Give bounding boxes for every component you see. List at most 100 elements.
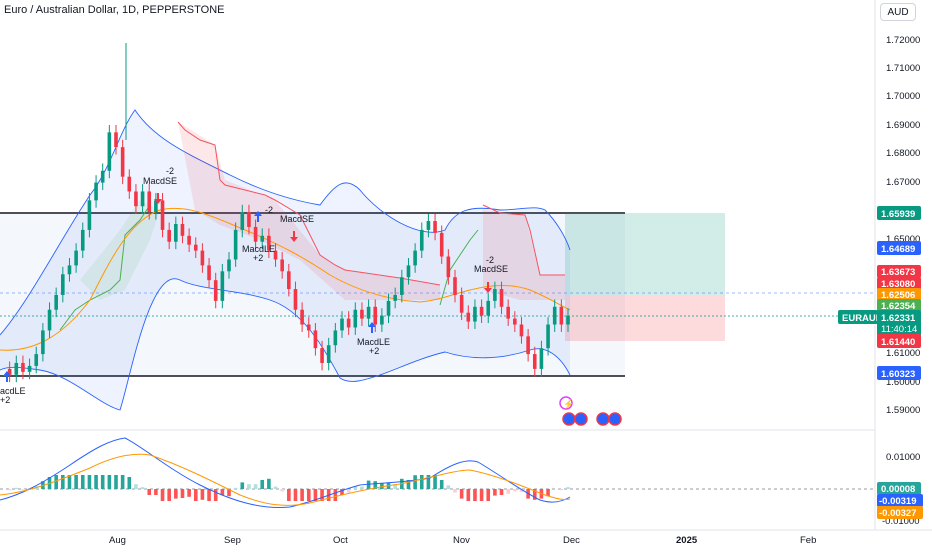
strategy-label: MacdLE <box>357 337 390 347</box>
macd-histogram-bar <box>253 484 258 489</box>
candle-body <box>566 315 570 325</box>
macd-histogram-bar <box>273 486 278 489</box>
macd-histogram-bar <box>466 489 471 501</box>
strategy-label: +2 <box>0 395 10 405</box>
macd-tick: -0.01000 <box>882 516 920 527</box>
candle-body <box>486 300 491 316</box>
candle-body <box>539 348 544 369</box>
time-axis[interactable]: Aug Sep Oct Nov Dec 2025 Feb <box>109 535 816 546</box>
candle-body <box>546 324 550 349</box>
candle-body <box>114 132 118 148</box>
macd-histogram-bar <box>333 489 338 501</box>
macd-histogram-bar <box>247 484 251 489</box>
price-label-ma-green: 1.62354 <box>881 301 916 312</box>
price-label-target: 1.61440 <box>881 337 915 348</box>
macd-histogram-bar <box>74 475 78 489</box>
candle-body <box>134 191 138 207</box>
time-tick: Sep <box>224 535 241 546</box>
time-tick: Dec <box>563 535 580 546</box>
target-zone[interactable] <box>565 213 725 295</box>
macd-histogram-bar <box>479 489 484 501</box>
macd-histogram-bar <box>532 489 537 500</box>
macd-histogram-bar <box>260 480 265 489</box>
candle-body <box>260 235 265 242</box>
macd-histogram-bar <box>67 475 72 489</box>
candle-body <box>313 330 318 349</box>
macd-histogram-bar <box>193 489 198 501</box>
macd-histogram-bar <box>154 489 158 495</box>
candle-body <box>499 289 504 307</box>
candle-body <box>233 229 238 260</box>
macd-histogram-bar <box>353 486 358 489</box>
candle-body <box>346 318 351 328</box>
strategy-label: -2 <box>166 166 174 176</box>
macd-histogram-bar <box>313 489 318 501</box>
red-cloud-2 <box>483 210 565 300</box>
time-tick: Oct <box>333 535 348 546</box>
candle-body <box>340 318 344 331</box>
candle-body <box>34 354 39 366</box>
macd-histogram-bar <box>233 487 238 489</box>
macd-histogram-bar <box>14 487 19 489</box>
event-icons[interactable]: ⚡ <box>559 396 622 426</box>
currency-button[interactable]: AUD <box>880 3 916 21</box>
macd-histogram-bar <box>61 475 65 489</box>
macd-histogram-bar <box>127 477 132 489</box>
candle-body <box>473 306 477 322</box>
candle-body <box>213 280 218 301</box>
macd-panel <box>0 437 875 509</box>
macd-histogram-bar <box>499 489 504 495</box>
candle-body <box>360 309 364 319</box>
symbol-tag: EURAUD <box>842 313 883 324</box>
candle-body <box>200 250 205 266</box>
macd-histogram-bar <box>493 489 497 496</box>
strategy-label: MacdSE <box>280 214 314 224</box>
price-label-top: 1.65939 <box>881 209 915 220</box>
macd-histogram-bar <box>187 489 191 497</box>
macd-histogram-bar <box>419 475 424 489</box>
macd-histogram-bar <box>147 489 152 495</box>
macd-histogram-bar <box>120 475 125 489</box>
candle-body <box>386 300 391 316</box>
green-cloud <box>80 200 160 300</box>
macd-histogram-bar <box>373 481 378 489</box>
candle-body <box>240 212 245 230</box>
macd-axis[interactable]: 0.01000 -0.01000 0.00008 -0.00319 -0.003… <box>877 452 923 527</box>
macd-histogram-bar <box>446 485 451 489</box>
candle-body <box>120 147 125 177</box>
macd-histogram-bar <box>413 475 417 489</box>
candle-body <box>413 250 417 266</box>
macd-histogram-bar <box>306 489 311 501</box>
time-tick: Feb <box>800 535 816 546</box>
macd-histogram-bar <box>213 489 218 501</box>
candle-body <box>373 306 378 325</box>
macd-histogram-bar <box>174 489 178 499</box>
macd-histogram-bar <box>200 489 205 500</box>
candle-body <box>147 191 152 213</box>
price-axis[interactable]: 1.72000 1.71000 1.70000 1.69000 1.68000 … <box>886 35 920 416</box>
ma-orange <box>0 207 571 351</box>
candle-body <box>14 362 19 375</box>
macd-hist-label: 0.00008 <box>881 484 915 495</box>
macd-histogram-bar <box>227 489 231 497</box>
candle-body <box>193 244 198 251</box>
candle-body <box>160 200 165 230</box>
macd-histogram-bar <box>280 489 284 492</box>
stop-zone[interactable] <box>565 295 725 341</box>
macd-histogram-bar <box>406 480 411 489</box>
macd-histogram-bar <box>114 475 118 489</box>
macd-histogram-bar <box>366 480 371 489</box>
macd-histogram-bar <box>566 487 570 489</box>
dividend-icon <box>559 396 573 410</box>
price-tick: 1.67000 <box>886 177 920 188</box>
macd-histogram-bar <box>107 475 112 489</box>
macd-histogram-bar <box>513 489 517 492</box>
strategy-label: MacdLE <box>242 244 275 254</box>
macd-histogram-bar <box>360 486 364 489</box>
candle-body <box>526 336 530 355</box>
candle-body <box>326 345 331 363</box>
candle-body <box>280 259 284 272</box>
macd-histogram-bar <box>439 480 444 489</box>
candle-body <box>300 309 304 325</box>
